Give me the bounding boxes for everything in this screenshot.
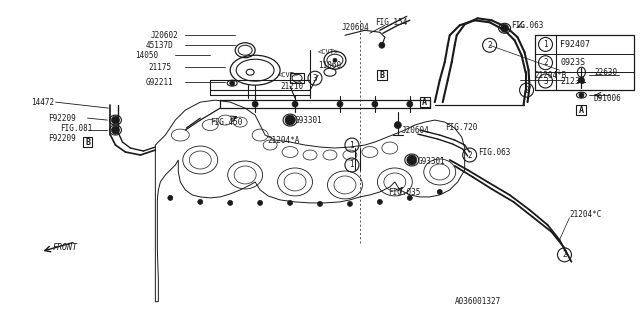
Circle shape — [111, 116, 120, 124]
Circle shape — [500, 24, 509, 32]
Text: A: A — [422, 98, 428, 107]
Text: 22630: 22630 — [595, 68, 618, 77]
Text: FIG.081: FIG.081 — [61, 124, 93, 132]
Text: 1: 1 — [349, 161, 355, 170]
Text: FRONT: FRONT — [52, 243, 77, 252]
Text: 2: 2 — [524, 86, 529, 95]
Text: 21204*A: 21204*A — [267, 136, 300, 145]
Circle shape — [579, 93, 584, 98]
Text: FIG.035: FIG.035 — [388, 188, 420, 197]
Text: FIG.720: FIG.720 — [445, 123, 477, 132]
Circle shape — [333, 58, 337, 62]
Circle shape — [579, 77, 584, 83]
Text: G93301: G93301 — [295, 116, 323, 124]
Text: B: B — [380, 71, 385, 80]
Text: F92209: F92209 — [49, 114, 76, 123]
Text: FIG.154: FIG.154 — [375, 18, 407, 27]
Text: J20602: J20602 — [150, 31, 178, 40]
Text: 21175: 21175 — [148, 63, 172, 72]
Circle shape — [348, 201, 353, 206]
Text: 21204*C: 21204*C — [570, 210, 602, 220]
Circle shape — [228, 200, 233, 205]
Circle shape — [285, 115, 295, 125]
Text: FIG.063: FIG.063 — [511, 21, 544, 30]
Text: B: B — [85, 138, 90, 147]
Circle shape — [317, 201, 323, 206]
Circle shape — [168, 196, 173, 200]
Circle shape — [198, 199, 203, 204]
Circle shape — [407, 155, 417, 165]
Circle shape — [407, 101, 413, 107]
Text: 21210: 21210 — [280, 82, 303, 91]
Text: J20604: J20604 — [342, 23, 370, 32]
Circle shape — [258, 200, 262, 205]
Text: 21204*B: 21204*B — [534, 71, 567, 80]
Circle shape — [287, 200, 292, 205]
Text: G92211: G92211 — [145, 78, 173, 87]
Circle shape — [230, 81, 235, 86]
Text: <CVT>: <CVT> — [318, 49, 339, 55]
Text: 2: 2 — [467, 150, 472, 159]
Text: D91006: D91006 — [593, 94, 621, 103]
Text: 2: 2 — [487, 41, 492, 50]
Circle shape — [337, 101, 343, 107]
Text: 3: 3 — [313, 74, 317, 83]
Text: 45137D: 45137D — [145, 41, 173, 50]
Bar — [290, 73, 304, 83]
Bar — [534, 35, 634, 90]
Text: FIG.450: FIG.450 — [210, 117, 243, 127]
Circle shape — [372, 101, 378, 107]
Text: A036001327: A036001327 — [454, 297, 501, 306]
Text: A: A — [579, 106, 584, 115]
Circle shape — [379, 42, 385, 48]
Text: 1: 1 — [349, 140, 355, 149]
Circle shape — [407, 196, 412, 200]
Circle shape — [111, 126, 120, 134]
Circle shape — [252, 101, 258, 107]
Text: <CVT>: <CVT> — [278, 72, 300, 78]
Circle shape — [394, 122, 401, 129]
Text: 3: 3 — [543, 76, 548, 85]
Text: FIG.063: FIG.063 — [477, 148, 510, 156]
Bar — [577, 105, 586, 115]
Text: 2: 2 — [543, 58, 548, 67]
Text: 2: 2 — [562, 250, 567, 259]
Bar — [83, 137, 93, 147]
Text: 0923S: 0923S — [561, 58, 586, 67]
Bar — [377, 70, 387, 80]
Text: F92407: F92407 — [561, 40, 591, 49]
Text: 21236: 21236 — [561, 76, 586, 85]
Text: 11060: 11060 — [318, 61, 341, 70]
Circle shape — [437, 189, 442, 195]
Text: 1: 1 — [543, 40, 548, 49]
Text: 14050: 14050 — [136, 51, 159, 60]
Circle shape — [292, 101, 298, 107]
Text: F92209: F92209 — [49, 133, 76, 142]
Text: J20604: J20604 — [402, 125, 429, 135]
Text: G93301: G93301 — [418, 157, 445, 166]
Text: 14472: 14472 — [31, 98, 54, 107]
Bar — [420, 97, 430, 107]
Circle shape — [378, 199, 382, 204]
